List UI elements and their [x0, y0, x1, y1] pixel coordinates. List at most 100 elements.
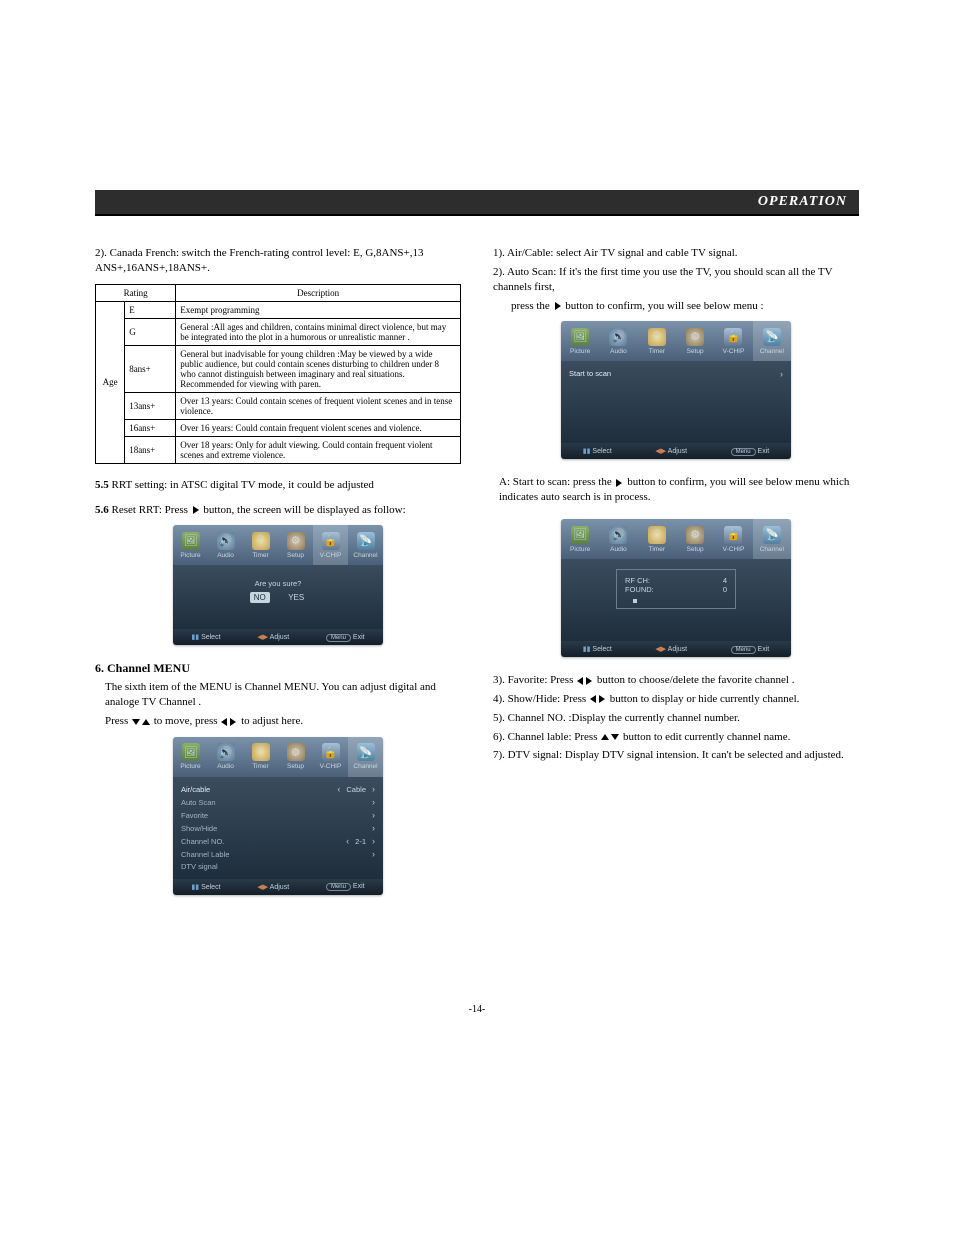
menu-start-scan: 🖼Picture🔊Audio⏱Timer ⚙ Setup 🔒V-CHIP📡Channe… — [561, 321, 791, 459]
header-title: OPERATION — [758, 194, 847, 210]
tab-label: Timer — [649, 546, 665, 553]
menu-item-show-hide[interactable]: Show/Hide› — [181, 822, 375, 835]
menu-item-label: Favorite — [181, 811, 208, 820]
section-5-5-num: 5.5 — [95, 479, 109, 491]
menu-item-value: Cable — [346, 785, 366, 794]
menu-item-channel-lable[interactable]: Channel Lable› — [181, 848, 375, 861]
p4-post: button to display or hide currently chan… — [607, 693, 799, 705]
menu-tab-picture[interactable]: 🖼Picture — [561, 321, 599, 361]
header-bar: OPERATION — [95, 190, 859, 214]
menu-item-auto-scan[interactable]: Auto Scan› — [181, 796, 375, 809]
p3-post: button to choose/delete the favorite cha… — [594, 674, 794, 686]
chevron-right-icon: › — [372, 849, 375, 859]
rating-desc: Exempt programming — [176, 301, 461, 318]
menu-tab-v-chip[interactable]: 🔒V-CHIP — [714, 321, 752, 361]
tab-label: Timer — [252, 552, 268, 559]
p-channellabel: 6). Channel lable: Press button to edit … — [493, 730, 859, 745]
menu-tab-timer[interactable]: ⏱Timer — [638, 321, 676, 361]
page-number: -14- — [0, 1004, 954, 1015]
menu-tab-timer[interactable]: ⏱ Timer — [638, 519, 676, 559]
audio-icon: 🔊 — [217, 532, 235, 550]
instr-pre: Press — [105, 715, 131, 727]
p-5-6: 5.6 Reset RRT: Press button, the screen … — [95, 503, 461, 518]
menu-reset-rrt: 🖼Picture🔊Audio ⏱ Timer ⚙Setup🔒V-CHIP📡Channe… — [173, 525, 383, 645]
p-5-5: 5.5 RRT setting: in ATSC digital TV mode… — [95, 478, 461, 493]
menu-footer: ▮▮ Select◀▶ AdjustMenu Exit — [561, 443, 791, 459]
menu-item-label: Show/Hide — [181, 824, 217, 833]
instr-post: to adjust here. — [238, 715, 303, 727]
section-5-6-num: 5.6 — [95, 504, 109, 516]
tab-label: V-CHIP — [320, 552, 342, 559]
no-button[interactable]: NO — [250, 592, 270, 603]
left-arrow-icon — [590, 695, 596, 703]
menu-tab-v-chip[interactable]: 🔒V-CHIP — [714, 519, 752, 559]
menu-item-favorite[interactable]: Favorite› — [181, 809, 375, 822]
down-arrow-icon — [132, 719, 140, 725]
down-arrow-icon — [611, 734, 619, 740]
rf-ch-value: 4 — [723, 576, 727, 585]
menu-item-channel-no-[interactable]: Channel NO.‹2-1› — [181, 835, 375, 848]
channel-icon: 📡 — [357, 532, 375, 550]
p4-pre: 4). Show/Hide: Press — [493, 693, 589, 705]
rating-desc: Over 16 years: Could contain frequent vi… — [176, 419, 461, 436]
yes-button[interactable]: YES — [286, 593, 306, 602]
menu-exit-hint: Menu Exit — [326, 634, 365, 641]
menu-tab-picture[interactable]: 🖼Picture — [561, 519, 599, 559]
chevron-right-icon: › — [372, 784, 375, 794]
menu-tab-picture[interactable]: 🖼Picture — [173, 737, 208, 777]
menu-tab-setup[interactable]: ⚙Setup — [278, 525, 313, 565]
menu-channel: 🖼Picture 🔊 Audio ⏱Timer⚙Setup🔒V-CHIP📡Channe… — [173, 737, 383, 895]
rating-code: 13ans+ — [125, 392, 176, 419]
tab-label: Setup — [287, 552, 304, 559]
menu-tab-channel[interactable]: 📡Channel — [348, 737, 383, 777]
menu-tab-timer[interactable]: ⏱Timer — [243, 737, 278, 777]
adjust-hint: ◀▶ Adjust — [655, 645, 687, 653]
start-scan-row[interactable]: Start to scan › — [569, 367, 783, 380]
tab-label: Audio — [217, 763, 234, 770]
instr-mid: to move, press — [151, 715, 220, 727]
menu-tab-channel[interactable]: 📡Channel — [753, 321, 791, 361]
setup-icon: ⚙ — [686, 526, 704, 544]
tab-label: Setup — [687, 348, 704, 355]
menu-tab-audio[interactable]: 🔊Audio — [599, 519, 637, 559]
menu-tab-setup[interactable]: ⚙Setup — [676, 519, 714, 559]
menu-tab-setup[interactable]: ⚙Setup — [278, 737, 313, 777]
menu-body: Air/cable‹Cable›Auto Scan›Favorite›Show/… — [173, 777, 383, 879]
menu-tab-v-chip[interactable]: 🔒V-CHIP — [313, 737, 348, 777]
scan-progress-bar — [625, 600, 727, 602]
rating-code: 16ans+ — [125, 419, 176, 436]
menu-tabs: 🖼Picture 🔊 Audio ⏱Timer⚙Setup🔒V-CHIP📡Channe… — [173, 737, 383, 777]
menu-item-air-cable[interactable]: Air/cable‹Cable› — [181, 783, 375, 796]
start-scan-label: Start to scan — [569, 369, 611, 378]
v-chip-icon: 🔒 — [322, 743, 340, 761]
picture-icon: 🖼 — [571, 526, 589, 544]
menu-tab-audio[interactable]: 🔊 Audio — [208, 737, 243, 777]
menu-tab-v-chip[interactable]: 🔒V-CHIP — [313, 525, 348, 565]
adjust-hint: ◀▶ Adjust — [655, 447, 687, 455]
menu-tab-timer[interactable]: ⏱ Timer — [243, 525, 278, 565]
canada-french-intro: 2). Canada French: switch the French-rat… — [95, 246, 461, 276]
menu-tab-audio[interactable]: 🔊Audio — [599, 321, 637, 361]
heading-channel-menu: 6. Channel MENU — [95, 661, 461, 676]
timer-icon: ⏱ — [252, 532, 270, 550]
tab-label: Audio — [610, 546, 627, 553]
section-5-5-text: RRT setting: in ATSC digital TV mode, it… — [112, 479, 374, 491]
tab-label: Channel — [760, 348, 784, 355]
found-label: FOUND: — [625, 585, 654, 594]
menu-tab-channel[interactable]: 📡Channel — [753, 519, 791, 559]
v-chip-icon: 🔒 — [724, 526, 742, 544]
setup-icon: ⚙ — [686, 328, 704, 346]
timer-icon: ⏱ — [648, 526, 666, 544]
menu-tab-audio[interactable]: 🔊Audio — [208, 525, 243, 565]
menu-item-dtv-signal[interactable]: DTV signal — [181, 861, 375, 873]
menu-tab-setup[interactable]: ⚙ Setup — [676, 321, 714, 361]
audio-icon: 🔊 — [609, 328, 627, 346]
menu-footer: ▮▮ Select◀▶ AdjustMenu Exit — [561, 641, 791, 657]
p-showhide: 4). Show/Hide: Press button to display o… — [493, 692, 859, 707]
channel-icon: 📡 — [763, 526, 781, 544]
audio-icon: 🔊 — [217, 743, 235, 761]
menu-tab-channel[interactable]: 📡Channel — [348, 525, 383, 565]
rating-desc: General but inadvisable for young childr… — [176, 345, 461, 392]
p-favorite: 3). Favorite: Press button to choose/del… — [493, 673, 859, 688]
menu-tab-picture[interactable]: 🖼Picture — [173, 525, 208, 565]
